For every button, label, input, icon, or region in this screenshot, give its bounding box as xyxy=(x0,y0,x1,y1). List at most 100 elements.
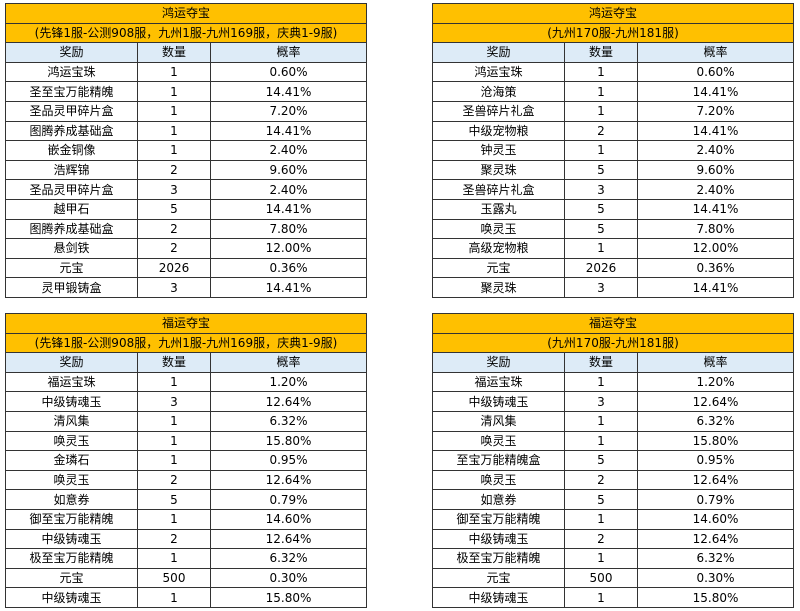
data-row: 鸿运宝珠 1 0.60% xyxy=(432,61,795,83)
reward-cell: 唤灵玉 xyxy=(432,469,565,491)
table-subtitle: (先锋1服-公测908服，九州1服-九州169服，庆典1-9服) xyxy=(4,332,368,354)
header-cell: 奖励 xyxy=(432,352,565,373)
probability-cell: 12.64% xyxy=(209,469,368,491)
reward-cell: 唤灵玉 xyxy=(5,430,138,452)
reward-cell: 中级铸魂玉 xyxy=(432,528,565,550)
reward-cell: 福运宝珠 xyxy=(5,371,138,393)
probability-cell: 12.00% xyxy=(209,238,368,259)
reward-cell: 嵌金铜像 xyxy=(5,140,138,161)
header-cell: 奖励 xyxy=(5,42,138,63)
header-cell: 数量 xyxy=(564,352,638,373)
probability-cell: 14.41% xyxy=(209,120,368,142)
table-subtitle: (九州170服-九州181服) xyxy=(431,332,795,354)
quantity-cell: 5 xyxy=(564,198,638,220)
probability-cell: 14.41% xyxy=(209,277,368,298)
subtitle-row: (先锋1服-公测908服，九州1服-九州169服，庆典1-9服) xyxy=(4,332,368,354)
data-row: 图腾养成基础盒 1 14.41% xyxy=(5,120,368,142)
quantity-cell: 2026 xyxy=(137,257,211,279)
reward-table: 福运夺宝 (九州170服-九州181服) 奖励 数量 概率 福运宝珠 1 1.20% 中级铸魂玉… xyxy=(431,313,795,608)
probability-cell: 14.60% xyxy=(636,508,795,530)
reward-cell: 中级铸魂玉 xyxy=(432,391,565,412)
probability-cell: 9.60% xyxy=(209,159,368,181)
probability-cell: 12.64% xyxy=(636,469,795,491)
data-row: 如意券 5 0.79% xyxy=(432,489,795,510)
quantity-cell: 5 xyxy=(564,489,638,510)
reward-cell: 圣兽碎片礼盒 xyxy=(432,179,565,200)
reward-cell: 元宝 xyxy=(5,257,138,279)
probability-cell: 0.30% xyxy=(209,567,368,589)
reward-cell: 元宝 xyxy=(5,567,138,589)
data-row: 圣品灵甲碎片盒 3 2.40% xyxy=(5,179,368,200)
data-row: 中级宠物粮 2 14.41% xyxy=(432,120,795,142)
reward-cell: 鸿运宝珠 xyxy=(432,61,565,83)
data-row: 越甲石 5 14.41% xyxy=(5,198,368,220)
data-row: 清风集 1 6.32% xyxy=(432,410,795,432)
reward-cell: 鸿运宝珠 xyxy=(5,61,138,83)
data-row: 灵甲锻铸盒 3 14.41% xyxy=(5,277,368,298)
header-cell: 概率 xyxy=(209,352,368,373)
data-row: 聚灵珠 5 9.60% xyxy=(432,159,795,181)
probability-cell: 6.32% xyxy=(209,410,368,432)
reward-cell: 唤灵玉 xyxy=(432,430,565,452)
data-row: 元宝 2026 0.36% xyxy=(432,257,795,279)
data-row: 聚灵珠 3 14.41% xyxy=(432,277,795,298)
header-cell: 奖励 xyxy=(5,352,138,373)
probability-cell: 6.32% xyxy=(636,410,795,432)
probability-cell: 9.60% xyxy=(636,159,795,181)
title-row: 福运夺宝 xyxy=(431,313,795,334)
reward-cell: 圣兽碎片礼盒 xyxy=(432,100,565,122)
data-row: 中级铸魂玉 3 12.64% xyxy=(432,391,795,412)
data-row: 圣兽碎片礼盒 3 2.40% xyxy=(432,179,795,200)
probability-cell: 2.40% xyxy=(209,140,368,161)
reward-cell: 极至宝万能精魄 xyxy=(432,548,565,569)
quantity-cell: 5 xyxy=(564,159,638,181)
reward-cell: 中级铸魂玉 xyxy=(432,587,565,608)
quantity-cell: 1 xyxy=(137,61,211,83)
data-row: 御至宝万能精魄 1 14.60% xyxy=(432,508,795,530)
quantity-cell: 2 xyxy=(564,528,638,550)
subtitle-row: (先锋1服-公测908服，九州1服-九州169服，庆典1-9服) xyxy=(4,22,368,44)
quantity-cell: 1 xyxy=(564,508,638,530)
title-row: 福运夺宝 xyxy=(4,313,368,334)
quantity-cell: 1 xyxy=(137,371,211,393)
probability-cell: 0.79% xyxy=(209,489,368,510)
probability-cell: 0.95% xyxy=(636,450,795,471)
probability-cell: 15.80% xyxy=(209,587,368,608)
probability-cell: 15.80% xyxy=(636,587,795,608)
header-cell: 数量 xyxy=(564,42,638,63)
data-row: 福运宝珠 1 1.20% xyxy=(5,371,368,393)
reward-cell: 清风集 xyxy=(5,410,138,432)
reward-table: 福运夺宝 (先锋1服-公测908服，九州1服-九州169服，庆典1-9服) 奖励 数量… xyxy=(4,313,368,608)
probability-cell: 6.32% xyxy=(209,548,368,569)
probability-cell: 2.40% xyxy=(636,140,795,161)
subtitle-row: (九州170服-九州181服) xyxy=(431,332,795,354)
probability-cell: 7.80% xyxy=(636,218,795,240)
reward-cell: 极至宝万能精魄 xyxy=(5,548,138,569)
header-row: 奖励 数量 概率 xyxy=(432,42,795,63)
probability-cell: 7.20% xyxy=(636,100,795,122)
data-row: 至宝万能精魄盒 5 0.95% xyxy=(432,450,795,471)
quantity-cell: 1 xyxy=(564,100,638,122)
quantity-cell: 1 xyxy=(564,410,638,432)
quantity-cell: 2 xyxy=(137,159,211,181)
quantity-cell: 1 xyxy=(137,587,211,608)
data-row: 如意券 5 0.79% xyxy=(5,489,368,510)
probability-cell: 14.41% xyxy=(209,81,368,102)
quantity-cell: 1 xyxy=(564,371,638,393)
probability-cell: 14.60% xyxy=(209,508,368,530)
probability-cell: 0.79% xyxy=(636,489,795,510)
probability-cell: 6.32% xyxy=(636,548,795,569)
reward-cell: 中级铸魂玉 xyxy=(5,528,138,550)
quantity-cell: 1 xyxy=(137,140,211,161)
probability-cell: 14.41% xyxy=(636,277,795,298)
probability-cell: 7.20% xyxy=(209,100,368,122)
data-row: 元宝 500 0.30% xyxy=(432,567,795,589)
header-row: 奖励 数量 概率 xyxy=(432,352,795,373)
quantity-cell: 3 xyxy=(137,391,211,412)
quantity-cell: 1 xyxy=(137,430,211,452)
quantity-cell: 2 xyxy=(137,238,211,259)
probability-cell: 0.95% xyxy=(209,450,368,471)
quantity-cell: 3 xyxy=(137,277,211,298)
quantity-cell: 1 xyxy=(137,100,211,122)
quantity-cell: 1 xyxy=(564,61,638,83)
